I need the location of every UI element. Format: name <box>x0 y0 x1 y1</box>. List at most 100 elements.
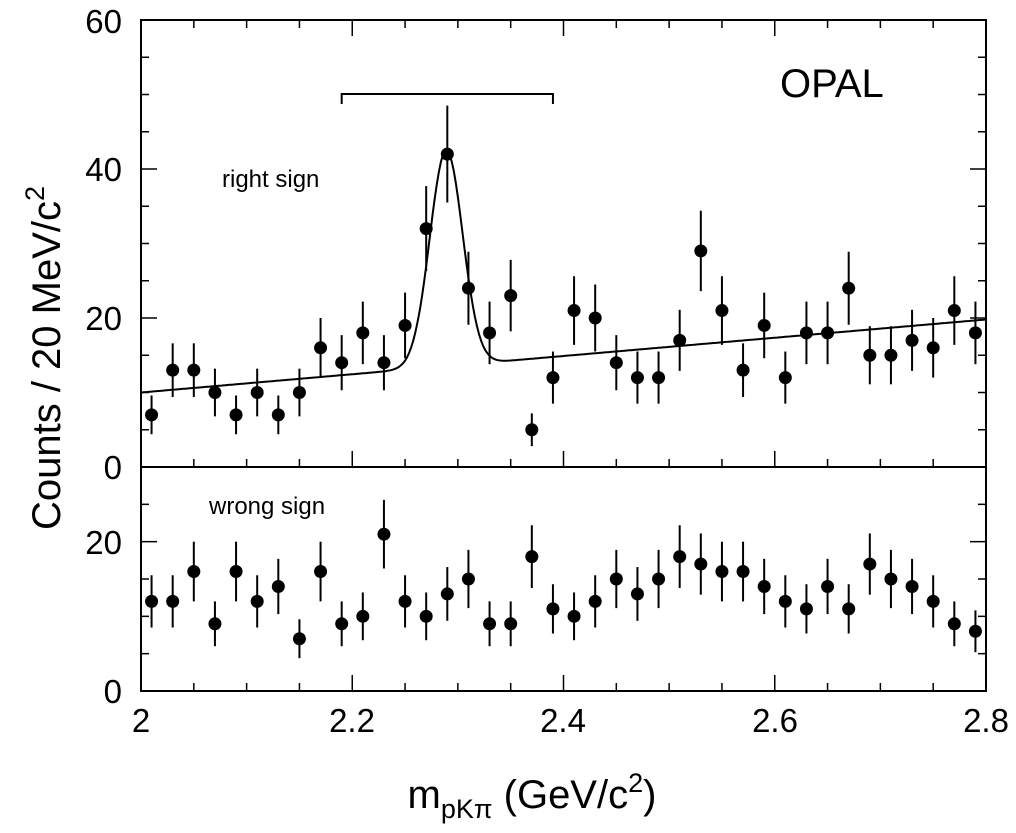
x-axis-title-close: ) <box>643 773 656 817</box>
fit-curve <box>140 149 987 394</box>
data-point <box>694 244 708 258</box>
data-point <box>863 557 877 571</box>
data-point <box>567 609 581 623</box>
data-point <box>398 318 412 332</box>
data-point <box>314 341 328 355</box>
data-point <box>609 572 623 586</box>
data-point <box>145 408 159 422</box>
data-point <box>335 356 349 370</box>
data-point <box>483 326 497 340</box>
data-point <box>715 565 729 579</box>
data-point <box>736 363 750 377</box>
data-point <box>187 363 201 377</box>
x-axis-title: mpKπ (GeV/c2) <box>408 768 657 824</box>
data-point <box>166 363 180 377</box>
data-point <box>905 579 919 593</box>
data-point <box>166 594 180 608</box>
data-point <box>652 572 666 586</box>
data-point <box>271 579 285 593</box>
data-point <box>588 311 602 325</box>
lower-ytick-label: 20 <box>85 524 122 561</box>
data-point <box>440 587 454 601</box>
data-point <box>314 565 328 579</box>
upper-ytick-label: 60 <box>85 3 122 40</box>
y-axis-title-text: Counts / 20 MeV/c <box>25 201 69 530</box>
right-sign-label: right sign <box>222 166 319 193</box>
data-point <box>630 587 644 601</box>
data-point <box>588 594 602 608</box>
data-point <box>778 371 792 385</box>
data-point <box>504 289 518 303</box>
xtick-label: 2.6 <box>752 702 798 739</box>
data-point <box>229 565 243 579</box>
data-point <box>292 386 306 399</box>
data-point <box>145 594 159 608</box>
data-point <box>630 371 644 385</box>
upper-ytick-label: 0 <box>104 449 122 486</box>
data-point <box>715 304 729 318</box>
x-axis-title-subscript: pKπ <box>441 794 493 824</box>
data-point <box>926 594 940 608</box>
data-point <box>778 594 792 608</box>
data-point <box>250 594 264 608</box>
data-point <box>799 326 813 340</box>
data-point <box>652 371 666 385</box>
data-point <box>377 527 391 541</box>
data-point <box>968 624 982 638</box>
data-point <box>356 326 370 340</box>
data-point <box>208 617 222 631</box>
data-point <box>419 609 433 623</box>
xtick-label: 2.4 <box>540 702 586 739</box>
data-point <box>187 565 201 579</box>
data-point <box>208 386 222 399</box>
data-point <box>799 602 813 616</box>
x-axis-title-unit: (GeV/c <box>493 773 629 817</box>
lower-ytick-label: 0 <box>104 673 122 710</box>
data-point <box>968 326 982 340</box>
wrong-sign-label: wrong sign <box>208 493 325 520</box>
data-point <box>567 304 581 318</box>
data-point <box>483 617 497 631</box>
data-point <box>926 341 940 355</box>
data-point <box>821 579 835 593</box>
data-point <box>271 408 285 422</box>
xtick-label: 2.2 <box>329 702 375 739</box>
data-point <box>842 281 856 295</box>
xtick-label: 2.8 <box>963 702 1009 739</box>
data-point <box>335 617 349 631</box>
data-point <box>947 304 961 318</box>
y-axis-title-superscript: 2 <box>20 186 50 201</box>
data-point <box>673 333 687 347</box>
signal-window-bracket <box>340 93 554 104</box>
experiment-label: OPAL <box>780 62 884 106</box>
upper-data-points <box>145 105 982 447</box>
data-point <box>398 594 412 608</box>
xtick-label: 2 <box>132 702 150 739</box>
data-point <box>757 579 771 593</box>
x-axis-title-superscript: 2 <box>628 768 643 798</box>
data-point <box>504 617 518 631</box>
data-point <box>292 632 306 646</box>
data-point <box>546 602 560 616</box>
lower-data-points <box>145 499 982 659</box>
data-point <box>736 565 750 579</box>
data-point <box>905 333 919 347</box>
y-axis-title: Counts / 20 MeV/c2 <box>20 186 69 530</box>
data-point <box>525 423 539 437</box>
data-point <box>884 572 898 586</box>
data-point <box>377 356 391 370</box>
data-point <box>884 348 898 362</box>
data-point <box>757 318 771 332</box>
upper-ytick-label: 40 <box>85 151 122 188</box>
data-point <box>229 408 243 422</box>
data-point <box>250 386 264 399</box>
x-axis-title-main: m <box>408 773 441 817</box>
data-point <box>356 609 370 623</box>
axis-ticks <box>140 19 987 692</box>
data-point <box>525 550 539 564</box>
data-point <box>694 557 708 571</box>
data-point <box>947 617 961 631</box>
data-point <box>842 602 856 616</box>
data-point <box>609 356 623 370</box>
